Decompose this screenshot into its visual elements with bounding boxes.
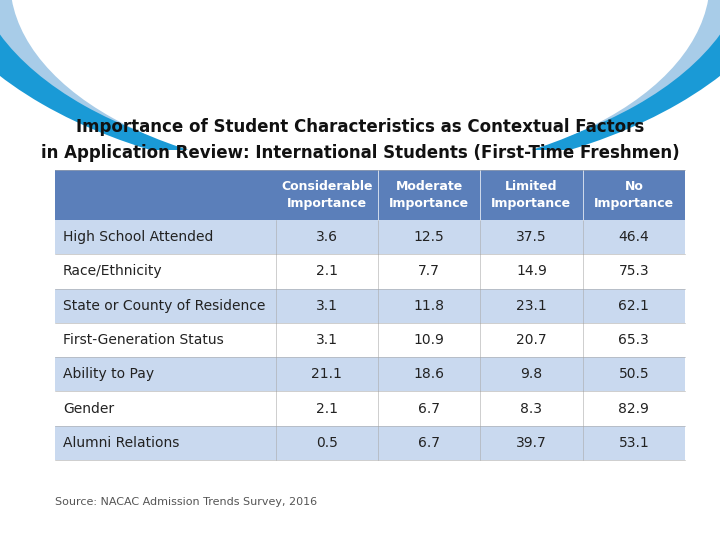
Text: 62.1: 62.1 — [618, 299, 649, 313]
Text: 50.5: 50.5 — [618, 367, 649, 381]
Text: 21.1: 21.1 — [311, 367, 342, 381]
Text: 46.4: 46.4 — [618, 230, 649, 244]
Text: Ability to Pay: Ability to Pay — [63, 367, 154, 381]
Text: No
Importance: No Importance — [594, 180, 674, 210]
Text: 23.1: 23.1 — [516, 299, 546, 313]
FancyBboxPatch shape — [55, 170, 685, 220]
Text: Race/Ethnicity: Race/Ethnicity — [63, 265, 163, 279]
Text: 11.8: 11.8 — [413, 299, 444, 313]
Text: 12.5: 12.5 — [414, 230, 444, 244]
Text: Limited
Importance: Limited Importance — [491, 180, 572, 210]
Text: 2.1: 2.1 — [315, 402, 338, 416]
Text: 0.5: 0.5 — [316, 436, 338, 450]
Text: State or County of Residence: State or County of Residence — [63, 299, 266, 313]
Text: 3.1: 3.1 — [315, 333, 338, 347]
Text: Considerable
Importance: Considerable Importance — [281, 180, 372, 210]
FancyBboxPatch shape — [55, 323, 685, 357]
Text: 37.5: 37.5 — [516, 230, 546, 244]
Text: Moderate
Importance: Moderate Importance — [389, 180, 469, 210]
Text: 3.1: 3.1 — [315, 299, 338, 313]
Text: Alumni Relations: Alumni Relations — [63, 436, 179, 450]
Ellipse shape — [0, 0, 720, 180]
FancyBboxPatch shape — [0, 150, 720, 540]
Text: 10.9: 10.9 — [413, 333, 444, 347]
Text: 7.7: 7.7 — [418, 265, 440, 279]
Text: 39.7: 39.7 — [516, 436, 546, 450]
Text: 53.1: 53.1 — [618, 436, 649, 450]
Text: Importance of Student Characteristics as Contextual Factors
in Application Revie: Importance of Student Characteristics as… — [41, 118, 679, 162]
Text: 3.6: 3.6 — [315, 230, 338, 244]
Text: 8.3: 8.3 — [521, 402, 542, 416]
Text: 6.7: 6.7 — [418, 402, 440, 416]
Text: 18.6: 18.6 — [413, 367, 444, 381]
Text: 14.9: 14.9 — [516, 265, 547, 279]
FancyBboxPatch shape — [55, 254, 685, 288]
FancyBboxPatch shape — [55, 288, 685, 323]
Text: 2.1: 2.1 — [315, 265, 338, 279]
Text: First-Generation Status: First-Generation Status — [63, 333, 224, 347]
FancyBboxPatch shape — [55, 220, 685, 254]
Text: High School Attended: High School Attended — [63, 230, 213, 244]
Text: 82.9: 82.9 — [618, 402, 649, 416]
Text: Gender: Gender — [63, 402, 114, 416]
Text: 75.3: 75.3 — [618, 265, 649, 279]
Text: Source: NACAC Admission Trends Survey, 2016: Source: NACAC Admission Trends Survey, 2… — [55, 497, 317, 507]
Text: 6.7: 6.7 — [418, 436, 440, 450]
FancyBboxPatch shape — [55, 392, 685, 426]
Ellipse shape — [0, 0, 720, 170]
FancyBboxPatch shape — [55, 426, 685, 460]
Text: 9.8: 9.8 — [521, 367, 542, 381]
FancyBboxPatch shape — [55, 357, 685, 392]
Text: 65.3: 65.3 — [618, 333, 649, 347]
Text: 20.7: 20.7 — [516, 333, 546, 347]
Ellipse shape — [10, 0, 710, 175]
